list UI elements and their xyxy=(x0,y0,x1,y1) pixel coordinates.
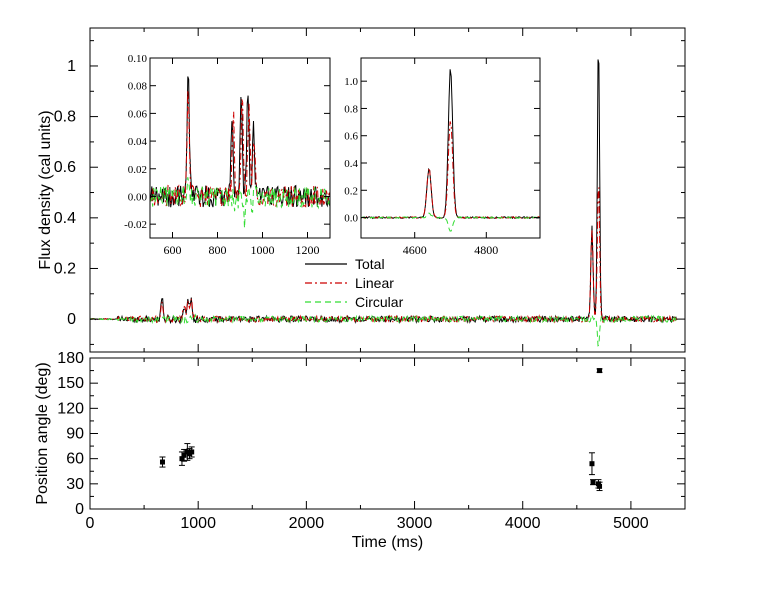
pa-xlabel: Time (ms) xyxy=(352,534,423,551)
inset-2-xtick-label: 4800 xyxy=(474,243,498,257)
main-ytick-label: 0.8 xyxy=(54,109,76,126)
pa-xtick-label: 0 xyxy=(86,515,95,532)
inset-2-ytick-label: 0.4 xyxy=(344,158,358,170)
inset-1-ytick-label: 0.04 xyxy=(128,136,148,148)
inset-1-series-circular xyxy=(150,177,330,229)
pa-panel-frame xyxy=(89,357,686,510)
legend-label-total: Total xyxy=(355,256,385,272)
pa-xtick-label: 4000 xyxy=(505,515,541,532)
legend-label-circular: Circular xyxy=(355,294,404,310)
pa-xtick-label: 3000 xyxy=(397,515,433,532)
main-series-linear xyxy=(90,187,678,324)
pa-point xyxy=(597,368,603,374)
pa-ytick-label: 60 xyxy=(66,451,84,468)
inset-1-xtick-label: 1000 xyxy=(251,243,275,257)
inset-1-ytick-label: -0.02 xyxy=(124,219,147,231)
inset-2-ytick-label: 0.6 xyxy=(344,131,358,143)
inset-1-ytick-label: 0.10 xyxy=(128,53,148,65)
inset-2-series-group xyxy=(361,69,540,232)
pa-point xyxy=(189,449,195,455)
legend-label-linear: Linear xyxy=(355,275,394,291)
inset-1-ytick-label: 0.02 xyxy=(128,164,147,176)
pa-point xyxy=(590,479,596,485)
inset-2-ytick-label: 1.0 xyxy=(344,76,358,88)
inset-2-series-circular xyxy=(361,212,540,232)
main-ytick-label: 1 xyxy=(67,58,76,75)
pa-xtick-label: 1000 xyxy=(180,515,216,532)
pa-ylabel: Position angle (deg) xyxy=(34,362,51,504)
inset-1-series-group xyxy=(150,76,330,229)
inset-2-bg xyxy=(361,58,540,238)
main-series-circular xyxy=(90,312,678,347)
inset-1-xtick-label: 600 xyxy=(164,243,182,257)
pa-ytick-label: 180 xyxy=(57,350,84,367)
pa-point xyxy=(179,456,185,462)
inset-2-ytick-label: 0.8 xyxy=(344,103,358,115)
pa-xtick-label: 2000 xyxy=(289,515,325,532)
pa-ytick-label: 120 xyxy=(57,400,84,417)
pa-ytick-label: 150 xyxy=(57,375,84,392)
inset-2-ytick-label: 0.2 xyxy=(344,185,358,197)
inset-2-ytick-label: 0.0 xyxy=(344,213,358,225)
inset-2-xtick-label: 4600 xyxy=(403,243,427,257)
pa-ytick-label: 30 xyxy=(66,476,84,493)
pa-ytick-label: 0 xyxy=(75,501,84,518)
pa-xtick-label: 5000 xyxy=(613,515,649,532)
pa-point xyxy=(181,452,187,458)
inset-2-frame xyxy=(360,57,541,239)
inset-1-ytick-label: 0.00 xyxy=(128,191,148,203)
pa-point xyxy=(597,483,603,489)
main-ytick-label: 0.2 xyxy=(54,260,76,277)
inset-1-ytick-label: 0.06 xyxy=(128,108,148,120)
main-ytick-label: 0 xyxy=(67,311,76,328)
main-panel-frame xyxy=(89,27,686,353)
main-ytick-label: 0.4 xyxy=(54,210,76,227)
inset-1-frame xyxy=(149,57,331,239)
pa-point xyxy=(589,461,595,467)
main-ytick-label: 0.6 xyxy=(54,159,76,176)
inset-1-xtick-label: 1200 xyxy=(296,243,320,257)
pa-ytick-label: 90 xyxy=(66,426,84,443)
inset-1-xtick-label: 800 xyxy=(209,243,227,257)
pa-point xyxy=(595,481,601,487)
main-series-group xyxy=(90,59,678,347)
main-ylabel: Flux density (cal units) xyxy=(37,110,54,269)
pa-point xyxy=(159,459,165,465)
inset-1-ytick-label: 0.08 xyxy=(128,81,148,93)
